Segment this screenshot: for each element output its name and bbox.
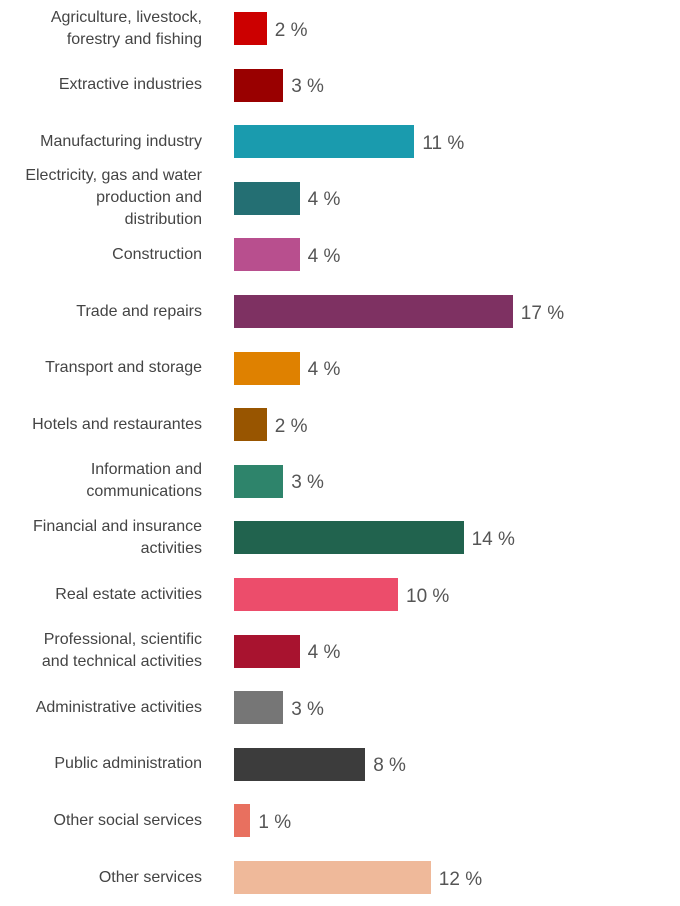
category-label-line: Construction bbox=[112, 245, 202, 263]
value-label: 10 % bbox=[406, 585, 450, 607]
value-label: 1 % bbox=[258, 811, 292, 833]
category-label: Information and communications bbox=[0, 459, 202, 503]
bar bbox=[234, 634, 300, 668]
bar bbox=[234, 12, 267, 45]
bar bbox=[234, 295, 513, 328]
category-label-line: communications bbox=[86, 483, 202, 501]
category-label-line: Information and bbox=[90, 461, 202, 479]
bar bbox=[234, 351, 300, 385]
value-label: 3 % bbox=[291, 472, 324, 494]
category-label-line: Other social services bbox=[53, 811, 203, 829]
value-label: 4 % bbox=[307, 189, 341, 211]
value-label: 3 % bbox=[291, 698, 324, 720]
category-label-line: Extractive industries bbox=[58, 76, 202, 94]
category-label: Electricity, gas and water production and… bbox=[0, 165, 202, 231]
category-label: Real estate activities bbox=[0, 584, 202, 606]
category-label-line: Other services bbox=[98, 868, 202, 886]
bar bbox=[234, 68, 284, 102]
value-label: 2 % bbox=[274, 19, 308, 41]
category-label: Administrative activities bbox=[0, 697, 202, 719]
bar bbox=[234, 747, 366, 781]
value-label: 8 % bbox=[373, 755, 406, 777]
category-label-line: Manufacturing industry bbox=[40, 132, 202, 150]
bar bbox=[234, 464, 284, 498]
bar bbox=[234, 578, 398, 611]
bar bbox=[234, 861, 431, 894]
category-label: Other social services bbox=[0, 810, 203, 832]
category-label-line: and technical activities bbox=[41, 653, 202, 671]
value-label: 4 % bbox=[307, 245, 341, 267]
category-label-line: Trade and repairs bbox=[76, 302, 202, 320]
category-label-line: Real estate activities bbox=[55, 585, 202, 603]
category-label-line: distribution bbox=[124, 211, 202, 229]
category-label-line: Agriculture, livestock, bbox=[50, 8, 202, 26]
value-label: 4 % bbox=[307, 359, 341, 381]
category-label: Construction bbox=[0, 244, 202, 266]
category-label: Agriculture, livestock, forestry and fish… bbox=[0, 7, 202, 51]
category-label-line: Professional, scientific bbox=[43, 631, 202, 649]
value-label: 3 % bbox=[291, 76, 324, 98]
value-label: 17 % bbox=[520, 302, 565, 324]
category-label: Transport and storage bbox=[0, 357, 202, 379]
bar bbox=[234, 691, 284, 725]
value-label: 11 % bbox=[422, 132, 465, 154]
value-label: 2 % bbox=[274, 415, 308, 437]
value-label: 4 % bbox=[307, 642, 341, 664]
category-label: Trade and repairs bbox=[0, 301, 202, 323]
bar bbox=[234, 125, 415, 159]
category-label: Manufacturing industry bbox=[0, 131, 202, 153]
category-label: Public administration bbox=[0, 753, 202, 775]
bar bbox=[234, 521, 464, 555]
category-label: Hotels and restaurantes bbox=[0, 414, 202, 436]
value-label: 14 % bbox=[471, 528, 515, 550]
category-label: Financial and insurance activities bbox=[0, 516, 202, 560]
category-label-line: Public administration bbox=[54, 755, 202, 773]
category-label-line: Financial and insurance bbox=[33, 517, 202, 535]
category-label-line: production and bbox=[96, 189, 202, 207]
bar bbox=[234, 238, 300, 272]
category-label-line: forestry and fishing bbox=[66, 30, 202, 48]
category-label: Professional, scientific and technical ac… bbox=[0, 629, 202, 673]
bar bbox=[234, 408, 267, 442]
category-label: Extractive industries bbox=[0, 74, 202, 96]
bar bbox=[234, 181, 300, 215]
category-label-line: Administrative activities bbox=[35, 698, 202, 716]
bar bbox=[234, 804, 251, 838]
category-label-line: Electricity, gas and water bbox=[25, 167, 202, 185]
value-label: 12 % bbox=[438, 868, 483, 890]
category-label: Other services bbox=[0, 867, 202, 889]
category-label-line: Transport and storage bbox=[45, 359, 202, 377]
category-label-line: Hotels and restaurantes bbox=[32, 415, 202, 433]
category-label-line: activities bbox=[140, 539, 202, 557]
